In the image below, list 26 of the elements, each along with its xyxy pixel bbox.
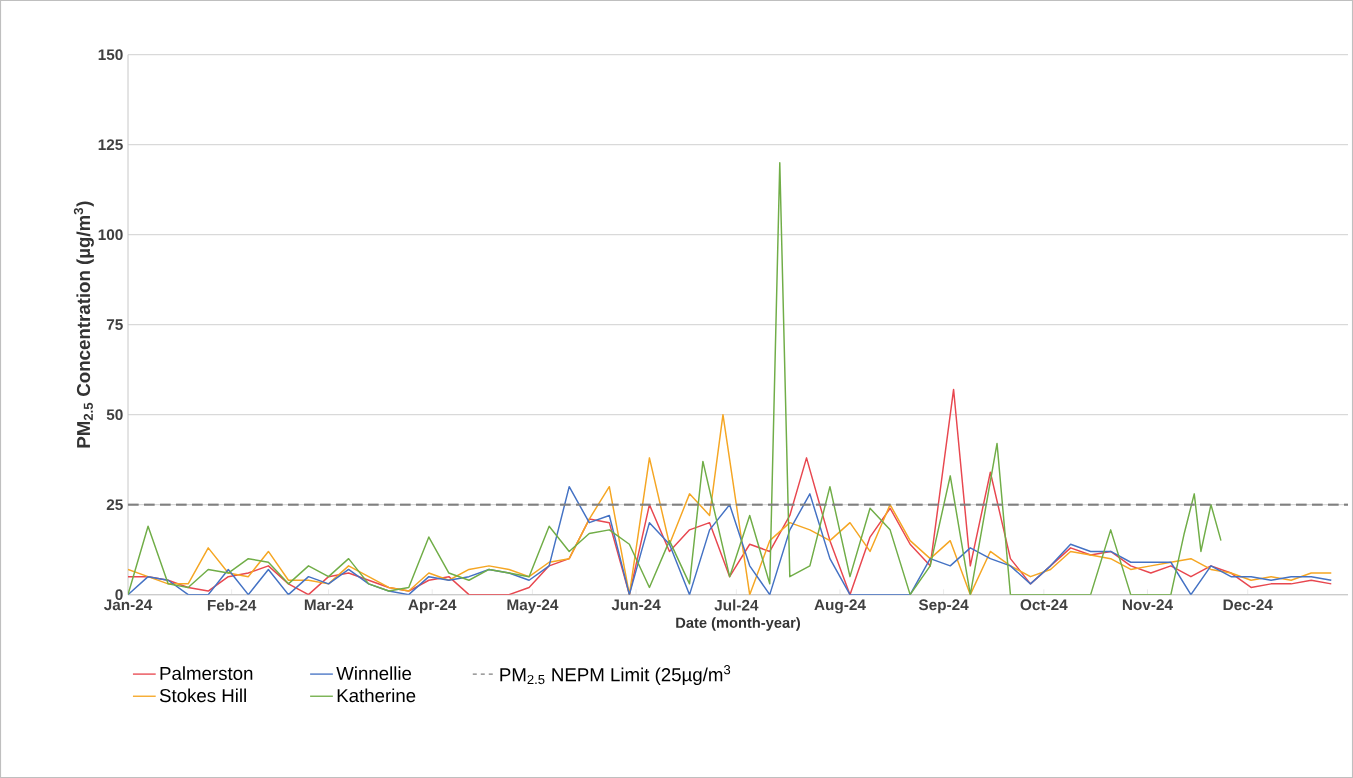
x-tick-label: Aug-24	[814, 599, 866, 614]
y-tick-label: 125	[98, 139, 123, 151]
x-tick-label: Feb-24	[207, 599, 257, 611]
y-tick-label: 0	[115, 589, 123, 601]
x-tick-label: Mar-24	[304, 599, 354, 611]
legend-label: Palmerston	[160, 666, 253, 681]
legend-label: Katherine	[337, 688, 416, 703]
legend-label: Stokes Hill	[159, 688, 246, 703]
x-tick-label: Apr-24	[408, 599, 457, 614]
x-tick-label: Jan-24	[103, 599, 153, 611]
x-tick-label: May-24	[507, 599, 559, 614]
x-axis-title: Date (month-year)	[676, 617, 801, 631]
y-tick-label: 75	[106, 319, 123, 330]
y-tick-label: 100	[98, 229, 123, 241]
y-tick-label: 50	[106, 409, 123, 421]
x-tick-label: Jun-24	[611, 599, 661, 611]
y-axis-title: PM$_{2.5}$ Concentration (µg/m$^{3}$)	[73, 201, 94, 448]
y-tick-label: 150	[98, 49, 123, 61]
x-tick-label: Oct-24	[1020, 599, 1068, 611]
legend-label: Winnellie	[336, 666, 412, 681]
x-tick-label: Nov-24	[1122, 599, 1173, 611]
x-tick-label: Dec-24	[1223, 599, 1273, 611]
legend-label: PM$_{2.5}$ NEPM Limit (25µg/m$^{3}$	[500, 665, 731, 686]
x-tick-label: Sep-24	[918, 599, 969, 614]
y-tick-label: 25	[106, 499, 123, 511]
x-tick-label: Jul-24	[714, 599, 759, 611]
